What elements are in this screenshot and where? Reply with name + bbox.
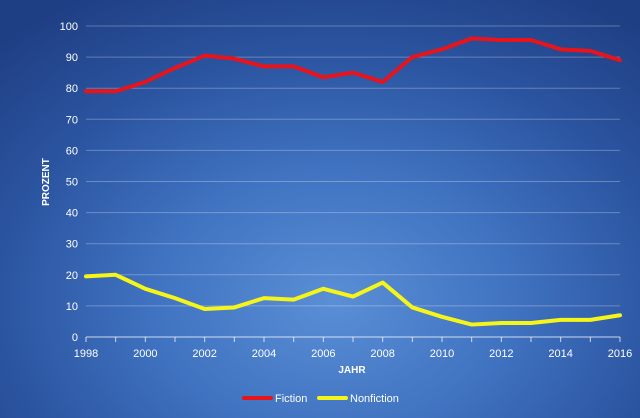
y-tick-label: 90 (66, 52, 78, 64)
y-tick-label: 70 (66, 114, 78, 126)
x-tick-label: 2016 (608, 348, 632, 360)
axes (85, 336, 621, 342)
y-axis-title: PROZENT (41, 158, 52, 206)
x-tick-label: 2002 (192, 348, 216, 360)
legend-label-fiction: Fiction (275, 393, 307, 405)
tick-labels: 0 10 20 30 40 50 60 70 80 90 100 1998 2000 2002 2004 20… (60, 21, 633, 360)
y-tick-label: 80 (66, 83, 78, 95)
y-tick-label: 50 (66, 177, 78, 189)
y-tick-label: 0 (72, 332, 78, 344)
y-tick-label: 60 (66, 145, 78, 157)
series-line-nonfiction (84, 272, 622, 327)
legend: Fiction Nonfiction (242, 393, 399, 405)
x-tick-label: 2010 (430, 348, 454, 360)
x-axis-title: JAHR (338, 365, 366, 376)
gridlines (86, 25, 620, 307)
series-lines (84, 36, 622, 327)
y-tick-label: 20 (66, 270, 78, 282)
y-tick-label: 100 (60, 21, 78, 33)
x-tick-label: 2008 (370, 348, 394, 360)
x-tick-label: 2006 (311, 348, 335, 360)
x-tick-label: 1998 (74, 348, 98, 360)
x-tick-label: 2012 (489, 348, 513, 360)
series-line-fiction (84, 36, 622, 94)
legend-label-nonfiction: Nonfiction (350, 393, 399, 405)
y-tick-label: 30 (66, 239, 78, 251)
y-tick-label: 10 (66, 301, 78, 313)
x-tick-label: 2000 (133, 348, 157, 360)
x-tick-label: 2014 (548, 348, 572, 360)
x-tick-label: 2004 (252, 348, 276, 360)
y-tick-label: 40 (66, 208, 78, 220)
